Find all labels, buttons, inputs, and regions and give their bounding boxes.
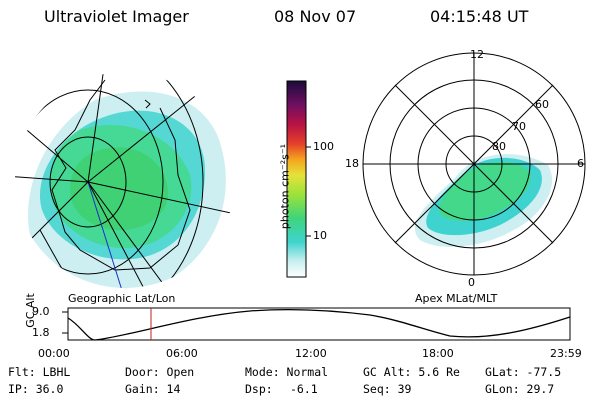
footer-glat: GLat: -77.5 (485, 365, 562, 379)
mlt-label-18: 18 (345, 157, 359, 170)
date: 08 Nov 07 (274, 7, 357, 26)
lat-label-70: 70 (512, 120, 526, 133)
lat-label-80: 80 (492, 140, 506, 153)
footer-gain: Gain: 14 (125, 382, 181, 396)
geo-panel-label: Geographic Lat/Lon (68, 292, 176, 305)
lat-label-60: 60 (535, 98, 549, 111)
alt-xtick-0000: 00:00 (38, 347, 70, 360)
alt-xtick-2359: 23:59 (550, 347, 582, 360)
alt-xtick-1800: 18:00 (422, 347, 454, 360)
footer-seq: Seq: 39 (363, 382, 412, 396)
alt-xtick-0600: 06:00 (166, 347, 198, 360)
footer-mode: Mode: Normal (245, 365, 329, 379)
footer-flt: Flt: LBHL (8, 365, 71, 379)
footer-glon: GLon: 29.7 (485, 382, 555, 396)
title: Ultraviolet Imager (44, 7, 189, 26)
footer-door: Door: Open (125, 365, 195, 379)
alt-ymax: 9.0 (32, 305, 50, 318)
alt-xtick-1200: 12:00 (295, 347, 327, 360)
time: 04:15:48 UT (430, 7, 529, 26)
polar-panel-label: Apex MLat/MLT (415, 292, 498, 305)
mlt-label-0: 0 (468, 276, 475, 289)
footer-gcalt: GC Alt: 5.6 Re (363, 365, 460, 379)
colorbar-tick-10: 10 (313, 229, 327, 242)
footer-dsp-value: -6.1 (290, 382, 318, 396)
mlt-label-6: 6 (577, 157, 584, 170)
alt-ymin: 1.8 (32, 326, 50, 339)
colorbar-tick-100: 100 (313, 140, 334, 153)
footer-dsp-label: Dsp: (245, 382, 273, 396)
footer-ip: IP: 36.0 (8, 382, 64, 396)
mlt-label-12: 12 (470, 48, 484, 61)
